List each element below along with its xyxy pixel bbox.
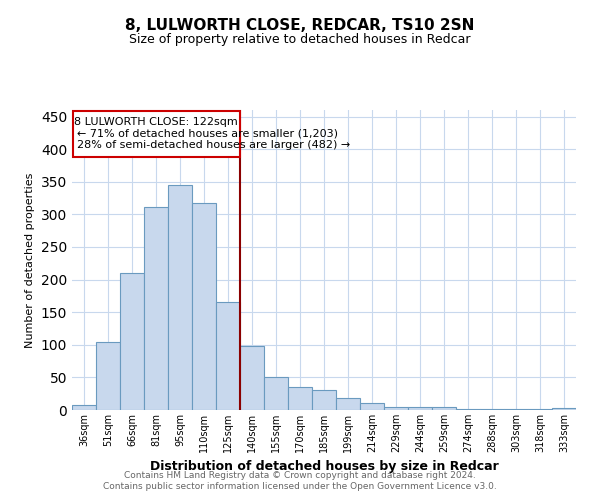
Text: 8, LULWORTH CLOSE, REDCAR, TS10 2SN: 8, LULWORTH CLOSE, REDCAR, TS10 2SN bbox=[125, 18, 475, 32]
Bar bbox=[216, 302, 240, 410]
Bar bbox=[192, 202, 216, 410]
Bar bbox=[168, 185, 192, 410]
Text: 8 LULWORTH CLOSE: 122sqm: 8 LULWORTH CLOSE: 122sqm bbox=[74, 116, 238, 126]
Bar bbox=[552, 408, 576, 410]
FancyBboxPatch shape bbox=[73, 112, 239, 157]
Bar bbox=[384, 406, 408, 410]
Bar bbox=[432, 406, 456, 410]
Bar bbox=[72, 406, 96, 410]
Bar bbox=[96, 342, 120, 410]
Bar bbox=[504, 408, 528, 410]
Bar bbox=[360, 404, 384, 410]
Text: Contains public sector information licensed under the Open Government Licence v3: Contains public sector information licen… bbox=[103, 482, 497, 491]
Text: Size of property relative to detached houses in Redcar: Size of property relative to detached ho… bbox=[129, 32, 471, 46]
Bar bbox=[120, 273, 144, 410]
Bar bbox=[480, 408, 504, 410]
Bar bbox=[528, 408, 552, 410]
X-axis label: Distribution of detached houses by size in Redcar: Distribution of detached houses by size … bbox=[149, 460, 499, 473]
Bar bbox=[240, 346, 264, 410]
Y-axis label: Number of detached properties: Number of detached properties bbox=[25, 172, 35, 348]
Text: Contains HM Land Registry data © Crown copyright and database right 2024.: Contains HM Land Registry data © Crown c… bbox=[124, 471, 476, 480]
Text: 28% of semi-detached houses are larger (482) →: 28% of semi-detached houses are larger (… bbox=[77, 140, 350, 150]
Bar bbox=[456, 408, 480, 410]
Bar bbox=[264, 378, 288, 410]
Bar bbox=[144, 206, 168, 410]
Text: ← 71% of detached houses are smaller (1,203): ← 71% of detached houses are smaller (1,… bbox=[77, 128, 338, 138]
Bar bbox=[288, 387, 312, 410]
Bar bbox=[408, 406, 432, 410]
Bar bbox=[336, 398, 360, 410]
Bar bbox=[312, 390, 336, 410]
